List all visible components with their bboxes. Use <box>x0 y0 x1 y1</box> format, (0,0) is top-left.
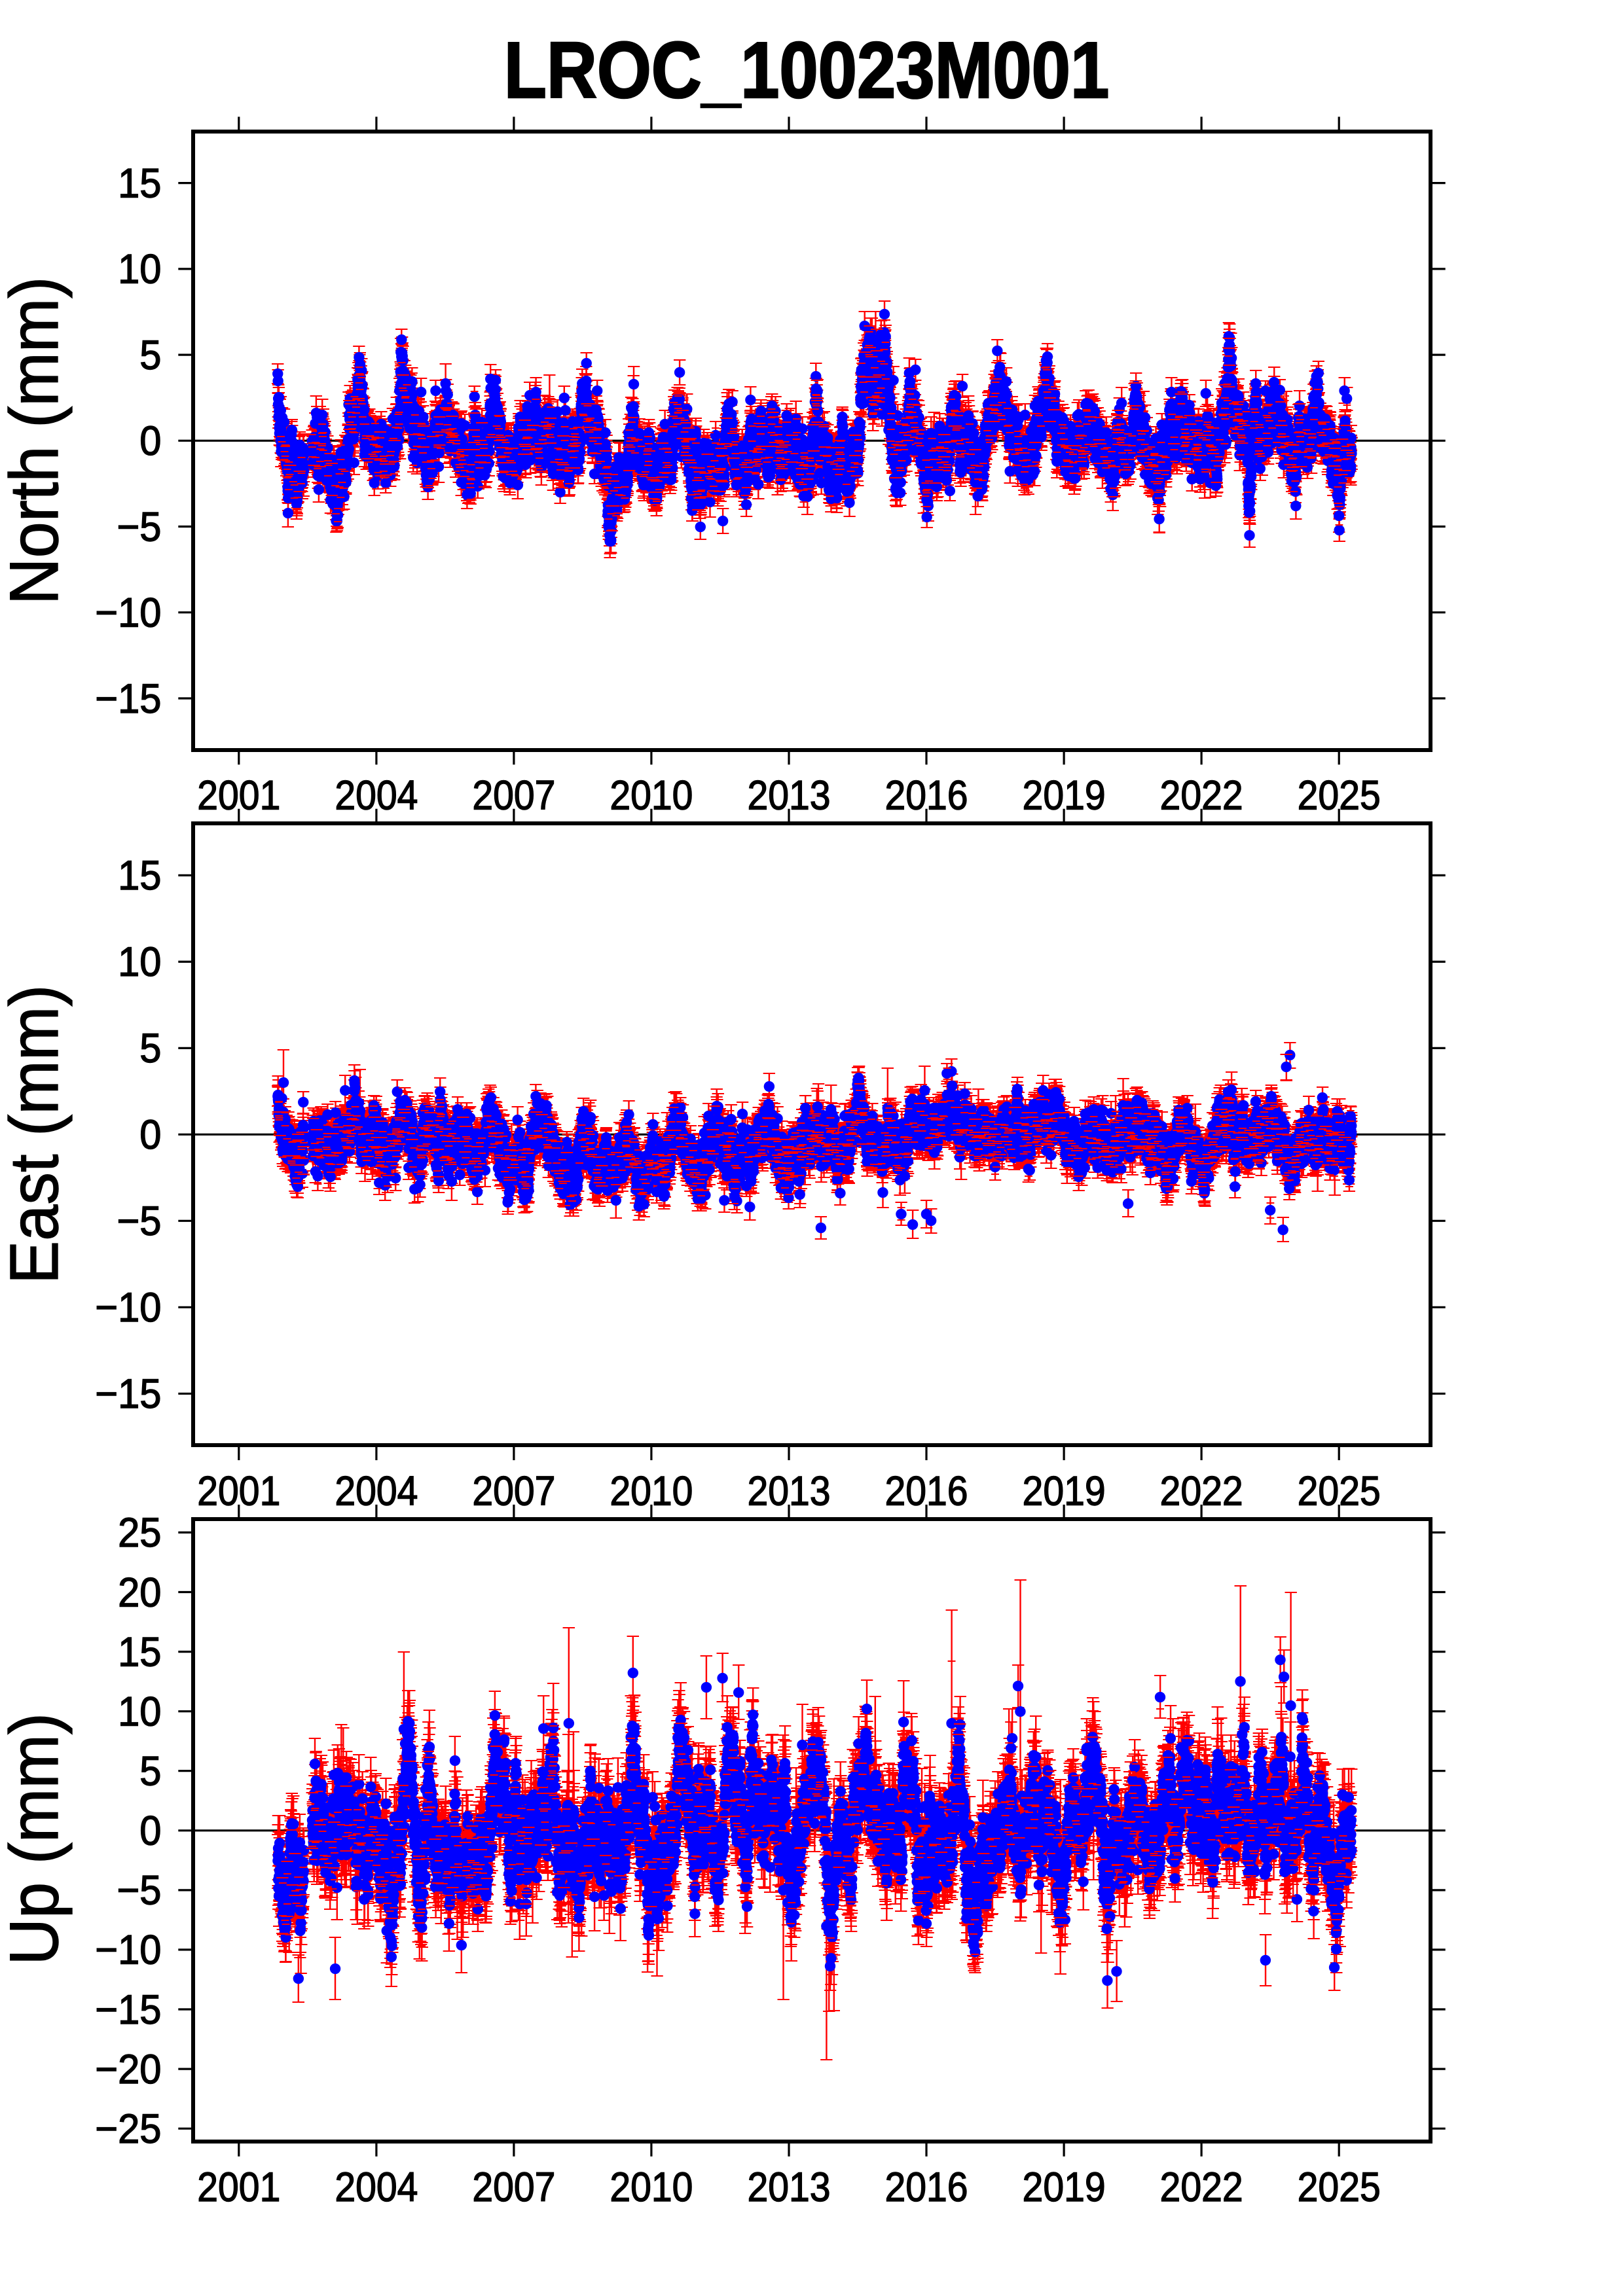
svg-text:2025: 2025 <box>1298 2163 1381 2210</box>
svg-text:2016: 2016 <box>884 1467 968 1514</box>
svg-text:2025: 2025 <box>1298 772 1381 818</box>
svg-text:−5: −5 <box>117 504 161 550</box>
svg-text:25: 25 <box>118 1510 161 1556</box>
svg-text:−20: −20 <box>95 2046 161 2092</box>
svg-text:−10: −10 <box>95 1927 161 1973</box>
svg-text:20: 20 <box>118 1570 161 1616</box>
svg-text:−25: −25 <box>95 2106 161 2152</box>
svg-text:2010: 2010 <box>610 772 693 818</box>
svg-text:2007: 2007 <box>472 772 555 818</box>
svg-text:North (mm): North (mm) <box>0 277 73 605</box>
svg-text:2019: 2019 <box>1023 2163 1106 2210</box>
svg-text:−15: −15 <box>95 675 161 722</box>
svg-text:5: 5 <box>139 1748 161 1795</box>
svg-text:2007: 2007 <box>472 2163 555 2210</box>
svg-text:−15: −15 <box>95 1986 161 2033</box>
svg-text:2004: 2004 <box>335 772 418 818</box>
svg-text:−10: −10 <box>95 590 161 636</box>
svg-text:2016: 2016 <box>884 2163 968 2210</box>
svg-text:5: 5 <box>139 1026 161 1072</box>
svg-text:2001: 2001 <box>197 772 280 818</box>
svg-text:2007: 2007 <box>472 1467 555 1514</box>
svg-text:10: 10 <box>118 246 161 293</box>
svg-text:LROC_10023M001: LROC_10023M001 <box>504 26 1110 115</box>
svg-text:2025: 2025 <box>1298 1467 1381 1514</box>
svg-text:15: 15 <box>118 853 161 899</box>
svg-text:2019: 2019 <box>1023 1467 1106 1514</box>
svg-text:2004: 2004 <box>335 2163 418 2210</box>
svg-text:15: 15 <box>118 160 161 207</box>
svg-text:2013: 2013 <box>747 2163 830 2210</box>
svg-text:−10: −10 <box>95 1284 161 1331</box>
svg-text:2010: 2010 <box>610 1467 693 1514</box>
svg-text:2016: 2016 <box>884 772 968 818</box>
svg-text:−5: −5 <box>117 1198 161 1244</box>
svg-text:2004: 2004 <box>335 1467 418 1514</box>
svg-text:10: 10 <box>118 939 161 986</box>
svg-text:2001: 2001 <box>197 1467 280 1514</box>
svg-text:East (mm): East (mm) <box>0 985 73 1284</box>
svg-text:15: 15 <box>118 1629 161 1676</box>
svg-text:2022: 2022 <box>1160 772 1243 818</box>
svg-text:2022: 2022 <box>1160 2163 1243 2210</box>
svg-text:−5: −5 <box>117 1867 161 1914</box>
svg-text:0: 0 <box>139 1111 161 1158</box>
svg-text:−15: −15 <box>95 1371 161 1417</box>
svg-text:0: 0 <box>139 418 161 464</box>
svg-text:2013: 2013 <box>747 1467 830 1514</box>
svg-text:0: 0 <box>139 1808 161 1854</box>
svg-text:2022: 2022 <box>1160 1467 1243 1514</box>
svg-text:Up (mm): Up (mm) <box>0 1713 73 1965</box>
svg-text:2019: 2019 <box>1023 772 1106 818</box>
svg-text:10: 10 <box>118 1689 161 1735</box>
svg-text:2001: 2001 <box>197 2163 280 2210</box>
svg-text:2013: 2013 <box>747 772 830 818</box>
svg-text:2010: 2010 <box>610 2163 693 2210</box>
svg-text:5: 5 <box>139 332 161 378</box>
